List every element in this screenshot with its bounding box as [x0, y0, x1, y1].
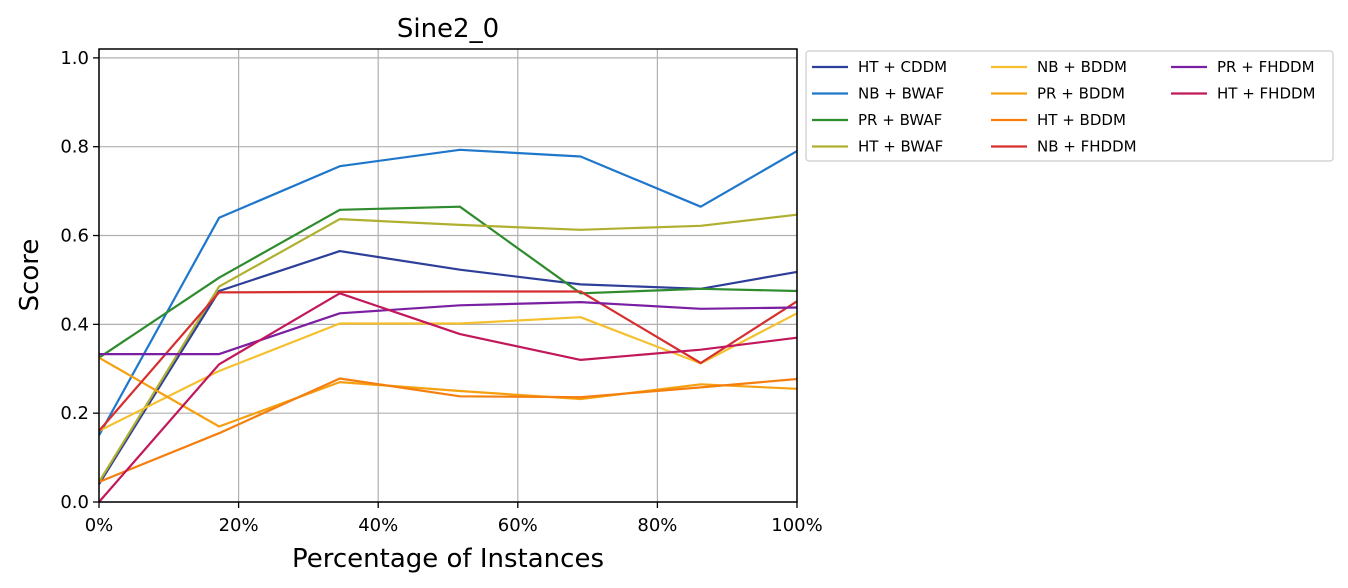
series-layer	[98, 148, 798, 503]
series-line-ht-fhddm	[98, 292, 798, 503]
plot-frame	[98, 48, 798, 503]
legend-label-pr-fhddm: PR + FHDDM	[1217, 58, 1315, 76]
legend-label-nb-fhddm: NB + FHDDM	[1037, 138, 1137, 156]
legend-label-ht-fhddm: HT + FHDDM	[1217, 85, 1316, 103]
y-tick-label: 0.2	[60, 403, 89, 424]
series-line-pr-fhddm	[99, 301, 798, 356]
x-tick-label: 40%	[358, 515, 398, 536]
legend-label-ht-bddm: HT + BDDM	[1037, 111, 1126, 129]
y-tick-label: 0.0	[60, 492, 89, 513]
x-tick-label: 80%	[637, 515, 677, 536]
legend-label-ht-cddm: HT + CDDM	[858, 58, 947, 76]
x-tick-label: 60%	[498, 515, 538, 536]
y-axis-ticks: 0.0 0.2 0.4 0.6 0.8 1.0	[60, 48, 99, 513]
x-axis-ticks: 0% 20% 40% 60% 80% 100%	[85, 502, 823, 536]
legend-label-nb-bddm: NB + BDDM	[1037, 58, 1127, 76]
legend-label-ht-bwaf: HT + BWAF	[858, 138, 943, 156]
x-tick-label: 100%	[771, 515, 822, 536]
legend-frame	[805, 50, 1334, 162]
x-axis-title: Percentage of Instances	[292, 544, 604, 574]
y-axis-title: Score	[15, 239, 45, 312]
y-tick-label: 1.0	[60, 48, 89, 69]
series-line-nb-fhddm	[98, 290, 798, 432]
y-tick-label: 0.4	[60, 314, 89, 335]
series-line-pr-bddm	[98, 356, 798, 428]
series-line-nb-bwaf	[98, 148, 798, 436]
series-line-pr-bwaf	[98, 205, 798, 359]
x-tick-label: 20%	[219, 515, 259, 536]
series-line-ht-bddm	[98, 377, 798, 484]
chart-title: Sine2_0	[397, 14, 499, 44]
y-tick-label: 0.6	[60, 226, 89, 247]
legend-label-pr-bwaf: PR + BWAF	[858, 111, 942, 129]
legend-label-pr-bddm: PR + BDDM	[1037, 85, 1125, 103]
grid	[98, 49, 798, 503]
series-line-ht-bwaf	[98, 213, 798, 483]
series-line-ht-cddm	[98, 250, 798, 485]
y-tick-label: 0.8	[60, 137, 89, 158]
legend-label-nb-bwaf: NB + BWAF	[858, 85, 944, 103]
legend: HT + CDDM NB + BWAF PR + BWAF HT + BWAF NB +…	[805, 50, 1334, 162]
x-tick-label: 0%	[85, 515, 114, 536]
